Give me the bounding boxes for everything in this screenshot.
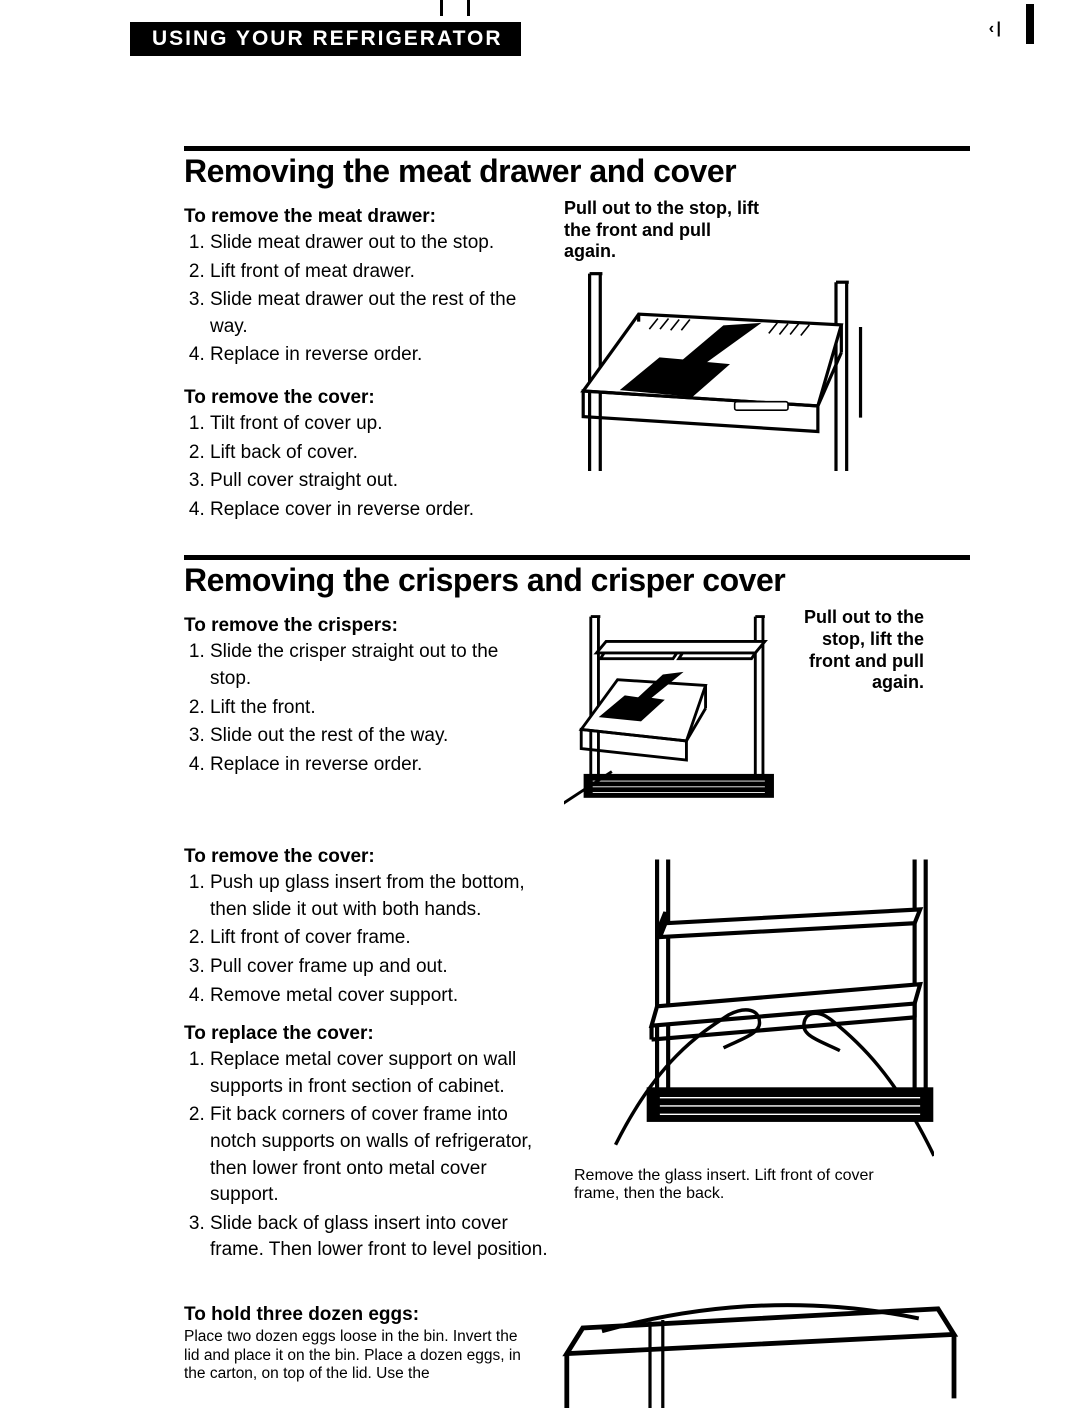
illustration-egg-bin-icon [554,1296,970,1408]
step: Slide meat drawer out the rest of the wa… [210,287,544,340]
step: Push up glass insert from the bottom, th… [210,870,554,923]
body-text-eggs: Place two dozen eggs loose in the bin. I… [184,1328,524,1384]
illustration-glass-insert-icon [574,854,934,1159]
section-title-crispers: Removing the crispers and crisper cover [184,562,970,599]
subhead-remove-crispers: To remove the crispers: [184,615,544,637]
section-rule [184,555,970,560]
figure-caption-drawer: Pull out to the stop, lift the front and… [564,198,764,263]
step: Lift front of cover frame. [210,925,554,952]
step: Tilt front of cover up. [210,411,544,438]
subhead-remove-drawer: To remove the meat drawer: [184,206,544,228]
step: Replace cover in reverse order. [210,497,544,524]
step: Replace in reverse order. [210,752,544,779]
illustration-crisper-icon [564,607,784,808]
step: Pull cover frame up and out. [210,954,554,981]
subhead-remove-cover-2: To remove the cover: [184,846,554,868]
steps-remove-cover-2: Push up glass insert from the bottom, th… [184,870,554,1009]
crop-mark-top [440,0,470,16]
step: Slide out the rest of the way. [210,723,544,750]
step: Lift front of meat drawer. [210,259,544,286]
scan-mark-top-right: ‹ | [989,20,1000,38]
section-header-band: USING YOUR REFRIGERATOR [130,22,521,56]
steps-remove-cover-1: Tilt front of cover up. Lift back of cov… [184,411,544,523]
steps-replace-cover: Replace metal cover support on wall supp… [184,1047,554,1264]
section-title-meat-drawer: Removing the meat drawer and cover [184,153,970,190]
steps-remove-drawer: Slide meat drawer out to the stop. Lift … [184,230,544,369]
step: Remove metal cover support. [210,983,554,1010]
section-rule [184,146,970,151]
step: Lift back of cover. [210,440,544,467]
illustration-meat-drawer-icon [564,263,884,476]
step: Fit back corners of cover frame into not… [210,1102,554,1208]
figure-caption-glass-insert: Remove the glass insert. Lift front of c… [574,1167,922,1203]
step: Slide back of glass insert into cover fr… [210,1211,554,1264]
step: Slide the crisper straight out to the st… [210,639,544,692]
step: Replace metal cover support on wall supp… [210,1047,554,1100]
figure-caption-crisper: Pull out to the stop, lift the front and… [794,607,924,808]
step: Pull cover straight out. [210,468,544,495]
step: Replace in reverse order. [210,342,544,369]
step: Lift the front. [210,695,544,722]
scan-bar-top-right [1026,4,1034,44]
subhead-eggs: To hold three dozen eggs: [184,1304,524,1326]
steps-remove-crispers: Slide the crisper straight out to the st… [184,639,544,778]
step: Slide meat drawer out to the stop. [210,230,544,257]
subhead-replace-cover: To replace the cover: [184,1023,554,1045]
subhead-remove-cover-1: To remove the cover: [184,387,544,409]
